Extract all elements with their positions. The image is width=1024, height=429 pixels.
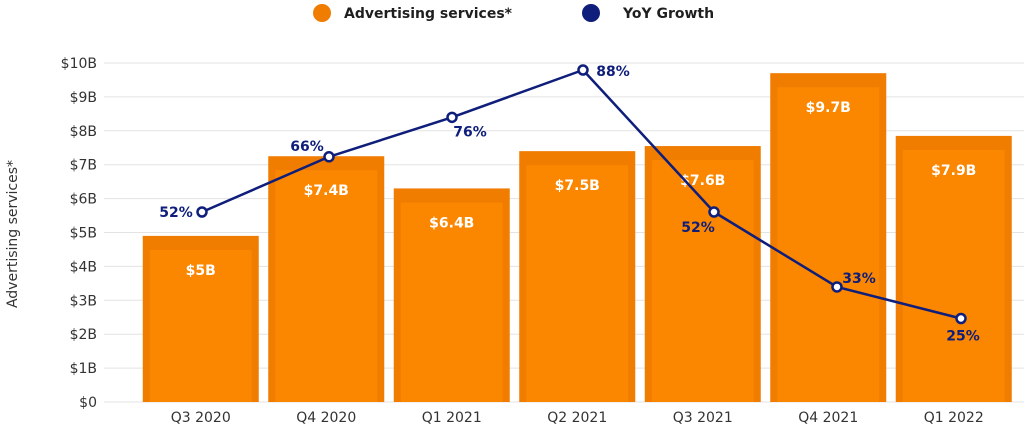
bar-inner-shade xyxy=(400,202,503,402)
yoy-point-label: 66% xyxy=(290,139,324,155)
legend-label-yoy: YoY Growth xyxy=(622,6,714,22)
bar-value-label: $7.5B xyxy=(555,178,600,194)
yoy-line: 52% 66% 76% 88% 52% 33% 25% xyxy=(159,64,980,345)
x-tick-label: Q3 2020 xyxy=(171,410,231,426)
legend-label-advertising: Advertising services* xyxy=(344,6,513,22)
yoy-point-label: 25% xyxy=(946,329,980,345)
y-axis-ticks: $0 $1B $2B $3B $4B $5B $6B $7B $8B $9B $10B xyxy=(61,56,97,411)
yoy-point xyxy=(323,151,335,163)
yoy-point-label: 88% xyxy=(596,64,630,80)
bar-inner-shade xyxy=(149,249,252,402)
y-tick-label: $2B xyxy=(70,327,97,343)
bar-inner-shade xyxy=(777,87,880,403)
x-tick-label: Q3 2021 xyxy=(673,410,733,426)
yoy-point xyxy=(831,281,843,293)
bar-value-label: $7.6B xyxy=(680,173,725,189)
bar-value-label: $7.9B xyxy=(931,163,976,179)
y-axis-label: Advertising services* xyxy=(5,160,21,308)
legend: Advertising services* YoY Growth xyxy=(313,4,714,22)
x-tick-label: Q4 2020 xyxy=(296,410,356,426)
bar-value-label: $5B xyxy=(186,263,216,279)
y-tick-label: $9B xyxy=(70,90,97,106)
bars: $5B $7.4B $6.4B $7.5B $7.6B $9.7B $7.9B xyxy=(142,73,1012,403)
yoy-point-label: 52% xyxy=(159,205,193,221)
y-tick-label: $7B xyxy=(70,158,97,174)
x-tick-label: Q4 2021 xyxy=(798,410,858,426)
y-tick-label: $0 xyxy=(79,395,97,411)
bar-inner-shade xyxy=(526,165,629,402)
y-tick-label: $6B xyxy=(70,192,97,208)
legend-marker-advertising xyxy=(313,4,331,22)
bar-inner-shade xyxy=(902,149,1005,402)
y-tick-label: $3B xyxy=(70,293,97,309)
yoy-point xyxy=(196,206,208,218)
x-tick-label: Q1 2021 xyxy=(422,410,482,426)
yoy-point xyxy=(708,206,720,218)
legend-marker-yoy xyxy=(582,4,600,22)
bar-inner-shade xyxy=(651,160,754,402)
y-tick-label: $4B xyxy=(70,259,97,275)
bar-value-label: $9.7B xyxy=(806,100,851,116)
bar-inner-shade xyxy=(275,170,378,402)
y-tick-label: $5B xyxy=(70,226,97,242)
yoy-point xyxy=(577,64,589,76)
yoy-point-label: 33% xyxy=(842,271,876,287)
y-tick-label: $8B xyxy=(70,124,97,140)
y-tick-label: $10B xyxy=(61,56,97,72)
yoy-point-label: 52% xyxy=(681,220,715,236)
x-tick-label: Q2 2021 xyxy=(547,410,607,426)
yoy-point xyxy=(955,312,967,325)
x-tick-label: Q1 2022 xyxy=(924,410,984,426)
bar-value-label: $6.4B xyxy=(429,215,474,231)
bar-value-label: $7.4B xyxy=(304,183,349,199)
y-tick-label: $1B xyxy=(70,361,97,377)
yoy-point xyxy=(446,111,458,124)
yoy-point-label: 76% xyxy=(453,124,487,140)
x-axis-ticks: Q3 2020 Q4 2020 Q1 2021 Q2 2021 Q3 2021 Q4 20… xyxy=(171,410,984,426)
